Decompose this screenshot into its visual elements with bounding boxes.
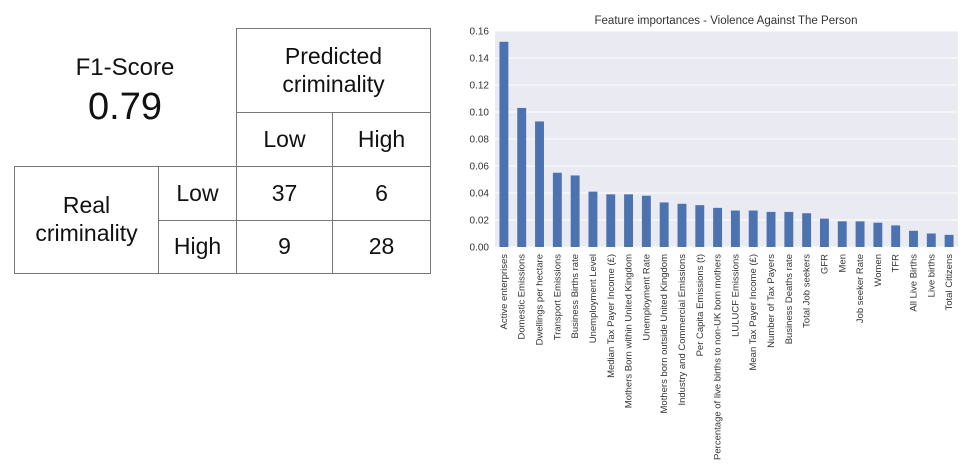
y-tick-label: 0.16: [470, 27, 490, 38]
cell-real-low-predicted-high: 6: [332, 166, 431, 220]
bar: [535, 121, 544, 247]
x-tick-label: Live births: [926, 254, 937, 298]
bar-series: [499, 41, 954, 247]
bar: [624, 194, 634, 247]
x-tick-label: All Live Births: [908, 254, 919, 312]
bar: [748, 210, 758, 247]
x-tick-label: Number of Tax Payers: [766, 254, 777, 348]
y-tick-label: 0.08: [470, 135, 490, 146]
x-tick-label: Median Tax Payer Income (£): [606, 254, 617, 378]
x-tick-label: Total Job seekers: [802, 254, 813, 328]
y-tick-label: 0.00: [470, 243, 490, 254]
x-tick-label: Business Births rate: [570, 254, 581, 338]
x-axis: Active enterprises Domestic Emissions Dwel…: [499, 254, 955, 460]
confusion-matrix: F1-Score 0.79 Predicted criminality Low …: [0, 0, 440, 290]
x-tick-label: Unemployment Level: [588, 254, 599, 343]
bar: [570, 175, 580, 247]
y-tick-label: 0.02: [470, 216, 490, 227]
x-tick-label: Percentage of live births to non-UK born…: [713, 254, 724, 460]
bar: [695, 205, 705, 247]
real-high-header: High: [158, 220, 236, 274]
x-tick-label: Per Capita Emissions (t): [695, 254, 706, 356]
predicted-low-header: Low: [236, 112, 332, 166]
bar: [499, 41, 509, 247]
bar: [606, 194, 616, 247]
y-tick-label: 0.14: [470, 54, 490, 65]
cell-real-high-predicted-high: 28: [332, 220, 431, 274]
bar: [517, 107, 527, 247]
x-tick-label: Mothers born outside United Kingdom: [659, 254, 670, 414]
cell-real-high-predicted-low: 9: [236, 220, 332, 274]
bar: [819, 218, 829, 247]
real-low-header: Low: [158, 166, 236, 220]
bar: [552, 172, 562, 247]
x-tick-label: Women: [873, 254, 884, 287]
bar: [837, 221, 847, 247]
x-tick-label: Job seeker Rate: [855, 254, 866, 323]
bar: [891, 225, 901, 247]
bar: [855, 221, 865, 247]
y-tick-label: 0.12: [470, 81, 490, 92]
x-tick-label: Transport Emissions: [552, 254, 563, 340]
x-tick-label: GFR: [819, 254, 830, 274]
bar: [873, 222, 883, 247]
cell-real-low-predicted-low: 37: [236, 166, 332, 220]
chart-canvas: Feature importances - Violence Against T…: [470, 15, 958, 460]
bar: [588, 191, 598, 247]
x-tick-label: Total Citizens: [944, 254, 955, 311]
bar: [944, 234, 954, 247]
bar: [713, 207, 723, 247]
y-tick-label: 0.04: [470, 189, 490, 200]
x-tick-label: Men: [837, 254, 848, 272]
x-tick-label: Business Deaths rate: [784, 254, 795, 344]
bar: [909, 230, 918, 247]
bar: [784, 211, 794, 247]
bar: [802, 213, 812, 247]
chart-title: Feature importances - Violence Against T…: [595, 15, 858, 27]
x-tick-label: Active enterprises: [499, 254, 510, 330]
bar: [926, 233, 936, 247]
f1-score-block: F1-Score 0.79: [14, 28, 236, 168]
f1-score-label: F1-Score: [75, 54, 175, 81]
x-tick-label: TFR: [891, 254, 902, 273]
y-tick-label: 0.06: [470, 162, 490, 173]
y-axis: 0.00 0.02 0.04 0.06 0.08 0.10 0.12 0.14 0.16: [470, 27, 490, 254]
x-tick-label: LULUCF Emissions: [730, 254, 741, 337]
f1-score-value: 0.79: [88, 86, 162, 128]
bar: [766, 211, 776, 247]
x-tick-label: Dwellings per hectare: [535, 254, 546, 345]
predicted-high-header: High: [332, 112, 431, 166]
x-tick-label: Mothers Born within United Kingdom: [624, 254, 635, 408]
bar: [730, 210, 740, 247]
bar: [659, 202, 669, 247]
bar: [641, 195, 651, 247]
x-tick-label: Domestic Emissions: [517, 254, 528, 340]
feature-importance-chart: Feature importances - Violence Against T…: [450, 0, 966, 475]
real-criminality-header: Real criminality: [14, 166, 158, 274]
x-tick-label: Unemployment Rate: [641, 254, 652, 341]
y-tick-label: 0.10: [470, 108, 490, 119]
bar: [677, 203, 687, 247]
x-tick-label: Industry and Commercial Emissions: [677, 254, 688, 406]
x-tick-label: Mean Tax Payer Income (£): [748, 254, 759, 371]
predicted-criminality-header: Predicted criminality: [236, 28, 431, 112]
